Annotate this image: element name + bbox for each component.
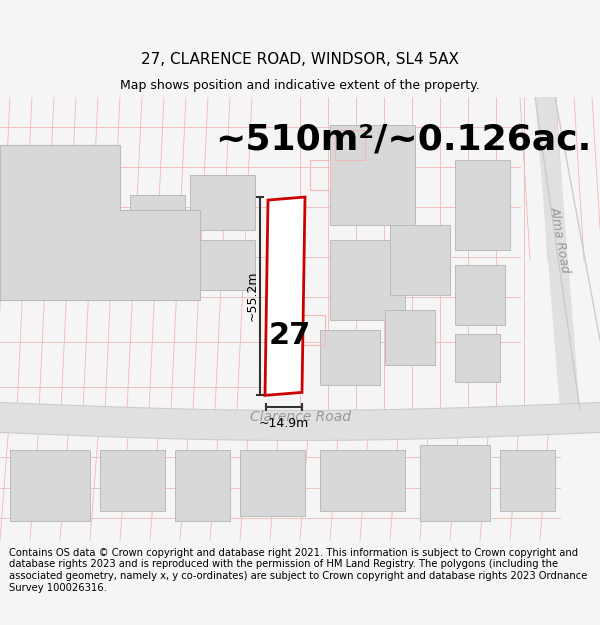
Bar	[390, 225, 450, 295]
Text: Clarence Road: Clarence Road	[250, 411, 350, 424]
Polygon shape	[265, 197, 305, 396]
Bar	[500, 451, 555, 511]
Text: ~55.2m: ~55.2m	[245, 271, 259, 321]
Text: ~510m²/~0.126ac.: ~510m²/~0.126ac.	[215, 123, 591, 157]
Text: ~14.9m: ~14.9m	[259, 418, 309, 431]
Polygon shape	[0, 402, 600, 441]
Bar	[0, 240, 55, 295]
Bar	[320, 330, 380, 386]
Polygon shape	[535, 97, 580, 411]
Bar	[310, 160, 330, 190]
Bar	[190, 175, 255, 230]
Bar	[85, 275, 145, 295]
Bar	[455, 265, 505, 325]
Bar	[335, 130, 365, 160]
Bar	[190, 240, 255, 290]
Bar	[10, 451, 90, 521]
Bar	[130, 195, 185, 250]
Text: Alma Road: Alma Road	[548, 206, 572, 274]
Bar	[455, 334, 500, 382]
Text: Map shows position and indicative extent of the property.: Map shows position and indicative extent…	[120, 79, 480, 92]
Bar	[175, 451, 230, 521]
Bar	[455, 160, 510, 250]
Bar	[300, 315, 325, 345]
Bar	[330, 240, 405, 320]
Bar	[420, 446, 490, 521]
Polygon shape	[0, 145, 200, 300]
Text: 27, CLARENCE ROAD, WINDSOR, SL4 5AX: 27, CLARENCE ROAD, WINDSOR, SL4 5AX	[141, 52, 459, 68]
Text: 27: 27	[269, 321, 311, 350]
Bar	[100, 451, 165, 511]
Bar	[320, 451, 405, 511]
Bar	[130, 260, 185, 300]
Bar	[330, 125, 415, 225]
Bar	[60, 230, 120, 270]
Bar	[240, 451, 305, 516]
Text: Contains OS data © Crown copyright and database right 2021. This information is : Contains OS data © Crown copyright and d…	[9, 548, 587, 592]
Bar	[0, 165, 80, 230]
Bar	[385, 310, 435, 366]
